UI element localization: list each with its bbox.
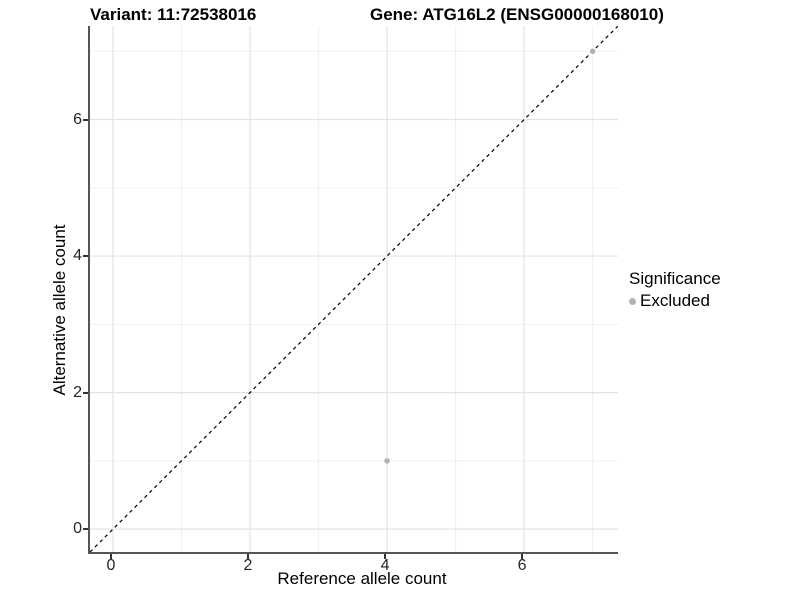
legend: Significance Excluded (629, 269, 721, 311)
plot-svg (90, 26, 618, 552)
x-tick-label: 2 (243, 557, 253, 574)
data-point-excluded (384, 458, 390, 464)
legend-point-icon (629, 297, 636, 305)
legend-entries: Excluded (629, 291, 721, 311)
x-tick-mark (521, 554, 524, 559)
legend-title: Significance (629, 269, 721, 288)
legend-entry-label: Excluded (640, 291, 710, 310)
x-tick-label: 6 (517, 557, 527, 574)
y-tick-mark (83, 528, 88, 531)
y-tick-label: 0 (73, 520, 82, 538)
y-tick-label: 4 (73, 247, 82, 265)
x-tick-label: 4 (380, 557, 390, 574)
x-tick-mark (247, 554, 249, 559)
y-tick-mark (83, 118, 88, 121)
y-tick-mark (83, 255, 88, 258)
x-tick-mark (384, 554, 387, 559)
x-tick-mark (109, 554, 112, 559)
plot-panel (88, 26, 618, 554)
legend-entry-excluded: Excluded (629, 291, 721, 311)
x-axis-title: Reference allele count (277, 569, 447, 588)
y-tick-label: 2 (73, 383, 82, 401)
plot-title-gene: Gene: ATG16L2 (ENSG00000168010) (370, 5, 664, 24)
plot-title-variant: Variant: 11:72538016 (90, 5, 257, 24)
x-tick-label: 0 (106, 557, 116, 574)
identity-line (90, 26, 618, 552)
y-tick-mark (83, 391, 88, 394)
y-tick-label: 6 (73, 110, 82, 128)
data-point-excluded (589, 48, 596, 55)
